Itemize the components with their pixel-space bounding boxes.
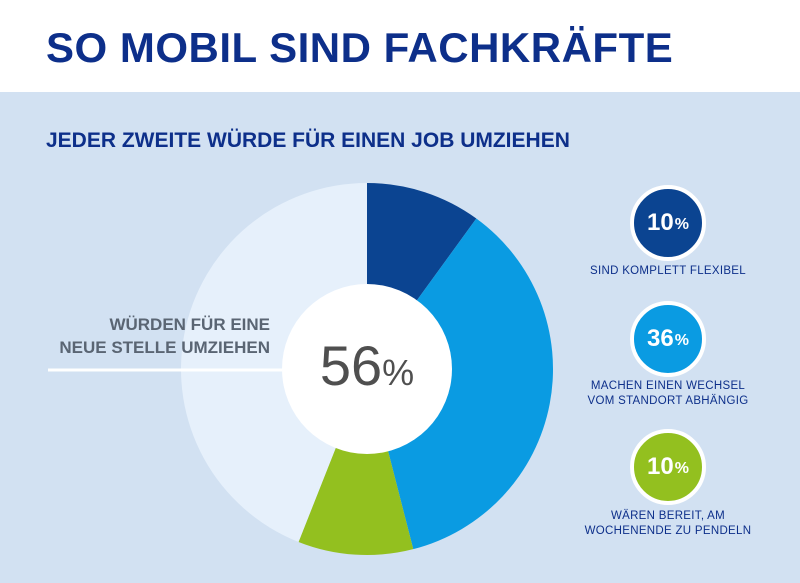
legend-badge-value: 10 [647,453,674,480]
legend-label-line: SIND KOMPLETT FLEXIBEL [590,265,746,277]
legend-badge-unit: % [674,332,689,349]
center-value-number: 56 [319,334,383,397]
center-label-line-2: NEUE STELLE UMZIEHEN [59,338,270,357]
legend-badge-commute: 10% [630,429,706,505]
donut-slice-2 [298,369,414,556]
donut-slice-3 [180,183,367,542]
center-label-line-1: WÜRDEN FÜR EINE [109,315,270,334]
legend-badge-unit: % [674,216,689,233]
legend-badge-value: 10 [647,209,674,236]
legend-label-flexible: SIND KOMPLETT FLEXIBEL [558,264,778,279]
header: SO MOBIL SIND FACHKRÄFTE [0,0,800,92]
legend-badge-unit: % [674,460,689,477]
center-label: WÜRDEN FÜR EINE NEUE STELLE UMZIEHEN [40,313,270,359]
center-value-unit: % [382,352,415,393]
legend-label-location: MACHEN EINEN WECHSEL VOM STANDORT ABHÄNG… [558,379,778,409]
page-title: SO MOBIL SIND FACHKRÄFTE [46,24,674,71]
legend-badge-flexible: 10% [630,185,706,261]
legend-label-line: WOCHENENDE ZU PENDELN [584,525,752,537]
legend-label-commute: WÄREN BEREIT, AM WOCHENENDE ZU PENDELN [558,509,778,539]
donut-slice-1 [367,218,554,550]
chart-subtitle: JEDER ZWEITE WÜRDE FÜR EINEN JOB UMZIEHE… [46,129,570,152]
donut-hole [282,284,452,454]
legend-label-line: VOM STANDORT ABHÄNGIG [587,395,749,407]
legend-badge-location: 36% [630,301,706,377]
donut-slices [180,183,554,556]
legend-label-line: WÄREN BEREIT, AM [610,510,726,522]
legend-label-line: MACHEN EINEN WECHSEL [590,380,746,392]
center-value: 56% [292,333,442,398]
legend-badge-value: 36 [647,325,674,352]
